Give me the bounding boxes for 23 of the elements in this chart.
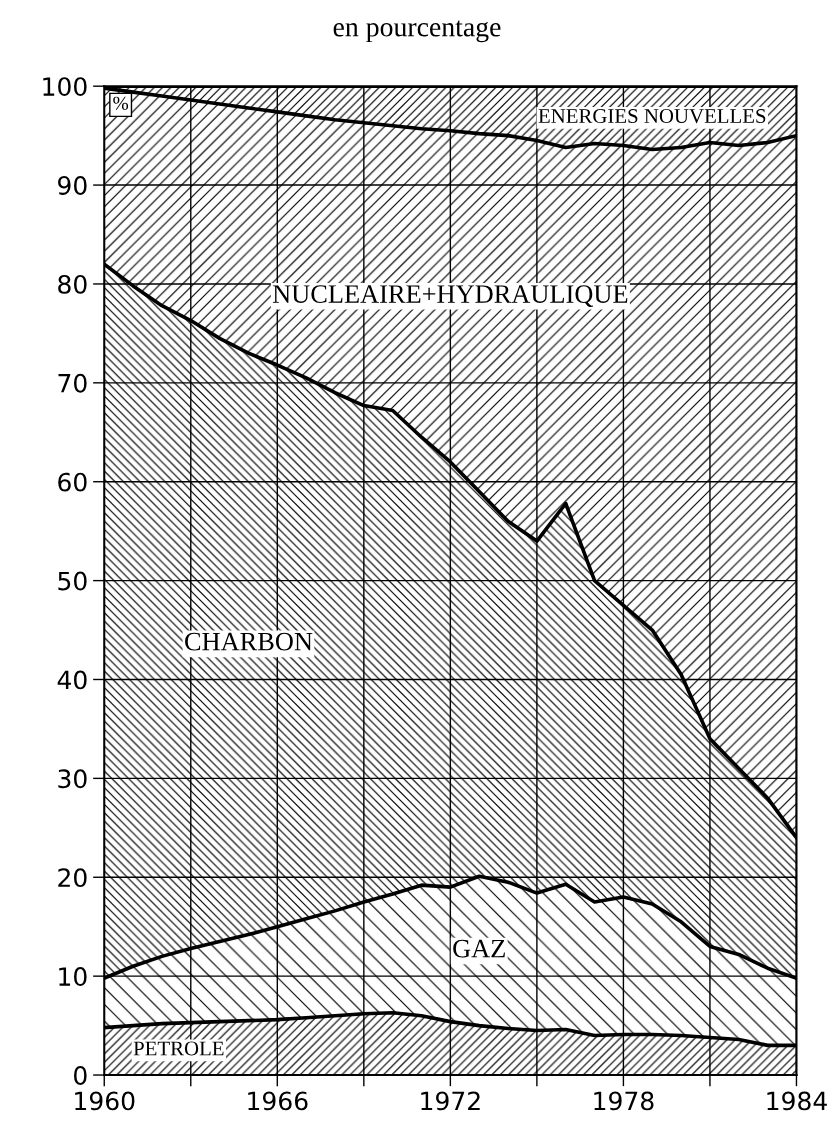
series-label: ENERGIES NOUVELLES	[538, 109, 766, 124]
series-label: NUCLEAIRE+HYDRAULIQUE	[272, 285, 628, 307]
series-label: CHARBON	[185, 632, 313, 651]
y-tick-label: 80	[58, 274, 87, 294]
y-tick-label: 60	[58, 472, 87, 492]
y-tick-label: 20	[58, 868, 87, 888]
series-label: GAZ	[453, 939, 505, 958]
x-tick-label: 1966	[248, 1091, 308, 1111]
y-axis-title: %	[113, 96, 129, 110]
x-tick-label: 1984	[767, 1091, 827, 1111]
series-label: PETROLE	[133, 1041, 224, 1056]
y-tick-label: 90	[58, 176, 87, 195]
y-tick-label: 70	[58, 373, 87, 393]
y-tick-label: 100	[43, 77, 87, 97]
y-tick-label: 40	[57, 670, 87, 690]
y-tick-label: 50	[58, 571, 87, 591]
y-tick-label: 0	[74, 1065, 87, 1085]
y-tick-label: 10	[59, 967, 87, 986]
x-tick-label: 1960	[75, 1091, 135, 1111]
x-tick-label: 1972	[421, 1091, 480, 1111]
x-tick-label: 1978	[594, 1091, 654, 1111]
chart-title: en pourcentage	[333, 20, 501, 43]
y-tick-label: 30	[58, 769, 87, 789]
